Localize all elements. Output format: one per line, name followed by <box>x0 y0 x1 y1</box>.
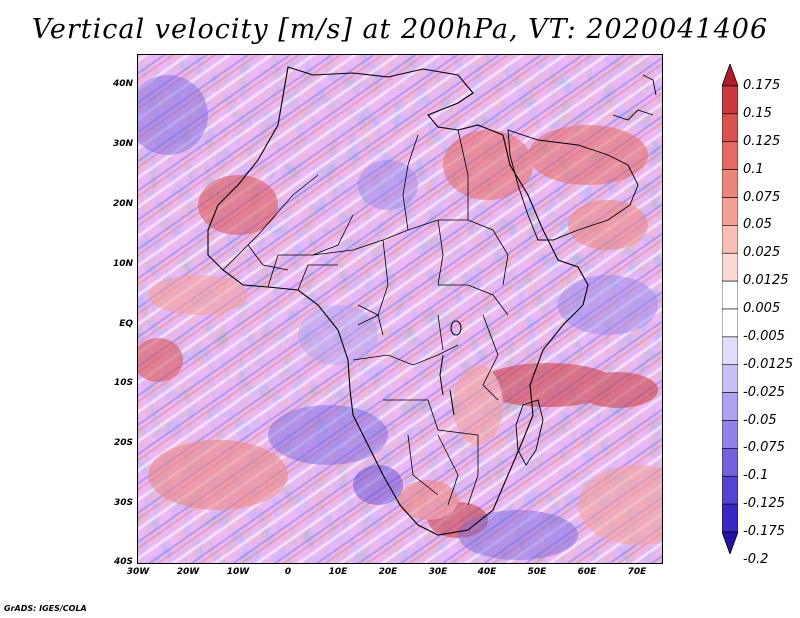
colorbar-segment <box>722 308 738 338</box>
colorbar-label: 0.0125 <box>743 273 789 289</box>
y-tick-40s: 40S <box>113 557 133 567</box>
y-tick-eq: EQ <box>119 319 133 329</box>
chart-title: Vertical velocity [m/s] at 200hPa, VT: 2… <box>31 14 769 45</box>
x-tick-70e: 70E <box>627 567 647 577</box>
colorbar-segment <box>722 503 738 533</box>
colorbar-segment <box>722 420 738 449</box>
colorbar-label: -0.175 <box>743 524 785 539</box>
colorbar-label: 0.1 <box>743 161 764 177</box>
colorbar-top-arrow <box>722 64 738 87</box>
y-tick-30n: 30N <box>112 139 133 149</box>
x-tick-10w: 10W <box>226 567 250 577</box>
colorbar-label: -0.2 <box>743 551 769 567</box>
colorbar-label: -0.075 <box>743 440 785 456</box>
colorbar-label: -0.005 <box>743 328 785 344</box>
ascent-regions <box>138 125 662 545</box>
colorbar-label: 0.125 <box>743 133 781 149</box>
lakes <box>439 320 462 416</box>
y-tick-30s: 30S <box>113 498 133 508</box>
y-tick-20n: 20N <box>112 199 133 209</box>
colorbar-segment <box>722 113 738 143</box>
colorbar-label: -0.025 <box>743 384 785 400</box>
colorbar-segment <box>722 252 738 282</box>
y-tick-10n: 10N <box>112 259 133 269</box>
colorbar-label: 0.175 <box>743 78 781 93</box>
x-tick-30e: 30E <box>428 567 448 577</box>
colorbar-label: 0.005 <box>743 301 781 316</box>
y-tick-10s: 10S <box>113 378 133 388</box>
colorbar-label: -0.125 <box>743 496 785 512</box>
colorbar-segment <box>722 85 738 115</box>
colorbar-segment <box>722 448 738 477</box>
colorbar-label: -0.1 <box>743 468 769 484</box>
colorbar-segment <box>722 280 738 310</box>
colorbar-segment <box>722 169 738 198</box>
colorbar-label: 0.075 <box>743 189 781 205</box>
colorbar-segment <box>722 225 738 254</box>
colorbar-segment <box>722 141 738 170</box>
x-tick-20w: 20W <box>176 567 200 577</box>
y-tick-20s: 20S <box>113 438 133 448</box>
descent-regions <box>138 75 658 560</box>
x-tick-20e: 20E <box>378 567 398 577</box>
africa-coastline <box>207 66 589 536</box>
x-tick-10e: 10E <box>328 567 348 577</box>
x-tick-0: 0 <box>284 567 292 577</box>
grads-credit: GrADS: IGES/COLA <box>4 604 87 613</box>
colorbar-segment <box>722 392 738 421</box>
colorbar-label: 0.025 <box>743 245 781 261</box>
colorbar-segment <box>722 364 738 393</box>
colorbar-label: -0.0125 <box>743 356 794 372</box>
country-borders <box>222 129 509 506</box>
colorbar-bottom-arrow <box>722 531 738 554</box>
x-tick-60e: 60E <box>577 567 597 577</box>
colorbar-segment <box>722 336 738 366</box>
x-tick-50e: 50E <box>527 567 547 577</box>
y-tick-40n: 40N <box>112 79 133 89</box>
colorbar-segment <box>722 197 738 226</box>
colorbar-label: 0.05 <box>743 217 772 233</box>
x-tick-40e: 40E <box>477 567 497 577</box>
arabia-madagascar <box>507 74 657 466</box>
colorbar <box>722 64 738 554</box>
colorbar-label: -0.05 <box>743 412 777 428</box>
colorbar-segment <box>722 475 738 505</box>
map-plot-area <box>137 54 663 564</box>
colorbar-label: 0.15 <box>743 105 772 121</box>
x-tick-30w: 30W <box>126 567 150 577</box>
